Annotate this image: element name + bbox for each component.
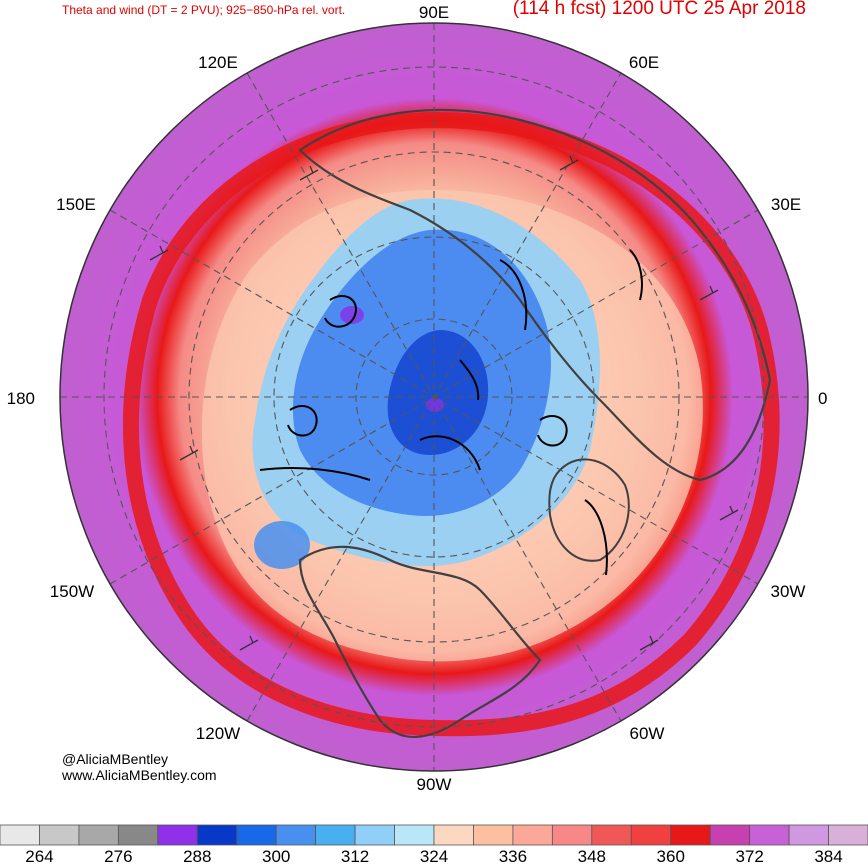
colorbar-swatch (591, 824, 632, 846)
warm-ring (123, 111, 780, 737)
longitude-label: 0 (818, 389, 827, 408)
colorbar-label: 288 (183, 847, 211, 865)
colorbar-swatch (433, 824, 474, 846)
colorbar-label: 324 (420, 847, 448, 865)
longitude-label: 150W (50, 582, 94, 601)
longitude-labels: 90E 60E 30E 0 30W 60W 90W 120W 150W 180 150E 120E (7, 3, 828, 794)
longitude-label: 60E (629, 53, 659, 72)
colorbar-swatch (630, 824, 672, 846)
colorbar-labels: 264 276 288 300 312 324 336 348 360 372 384 (25, 847, 842, 865)
map-boundary (59, 22, 809, 772)
eurasia-outline (298, 108, 772, 482)
colorbar-swatch (551, 824, 593, 846)
colorbar-label: 360 (657, 847, 685, 865)
colorbar-label: 312 (341, 847, 369, 865)
colorbar-swatch (275, 824, 317, 846)
theta-field (60, 23, 808, 771)
longitude-label: 30W (771, 582, 806, 601)
colorbar-swatch (117, 824, 159, 846)
longitude-label: 90W (417, 775, 452, 794)
colorbar-swatch (39, 824, 80, 846)
colorbar-label: 372 (735, 847, 763, 865)
colorbar-swatch (0, 824, 40, 846)
colorbar-swatch (157, 824, 198, 846)
colorbar-label: 276 (104, 847, 132, 865)
map-title-left: Theta and wind (DT = 2 PVU); 925−850-hPa… (62, 3, 346, 17)
vorticity-contours (259, 249, 643, 576)
wind-barbs (149, 155, 739, 651)
longitude-label: 30E (771, 195, 801, 214)
colorbar-label: 348 (578, 847, 606, 865)
credit-website: www.AliciaMBentley.com (62, 767, 217, 783)
colorbar-swatch (670, 824, 711, 846)
colorbar-swatch (749, 824, 790, 846)
colorbar: 264 276 288 300 312 324 336 348 360 372 384 (0, 824, 868, 865)
colorbar-label: 384 (814, 847, 842, 865)
colorbar-swatch (473, 824, 514, 846)
purple-pocket-2 (426, 398, 444, 412)
longitude-label: 120E (198, 53, 238, 72)
colorbar-swatch (828, 824, 868, 846)
map-title-right: (114 h fcst) 1200 UTC 25 Apr 2018 (512, 0, 806, 19)
colorbar-swatch (236, 824, 277, 846)
longitude-label: 150E (56, 195, 96, 214)
credit-handle: @AliciaMBentley (62, 751, 169, 767)
colorbar-label: 264 (25, 847, 53, 865)
longitude-label: 180 (7, 389, 35, 408)
longitude-label: 90E (419, 3, 449, 22)
graticule (60, 23, 808, 771)
cut-off-low (254, 521, 310, 569)
colorbar-swatch (315, 824, 356, 846)
longitude-label: 60W (630, 724, 665, 743)
colorbar-swatch (709, 824, 751, 846)
colorbar-swatch (512, 824, 553, 846)
colorbar-label: 300 (262, 847, 290, 865)
longitude-label: 120W (196, 724, 240, 743)
purple-pocket (340, 306, 364, 324)
colorbar-swatches (0, 824, 868, 846)
colorbar-label: 336 (499, 847, 527, 865)
colorbar-swatch (788, 824, 829, 846)
colorbar-swatch (354, 824, 395, 846)
colorbar-swatch (394, 824, 435, 846)
north-america-outline (298, 545, 542, 738)
polar-deep-core (387, 330, 489, 455)
colorbar-swatch (196, 824, 238, 846)
colorbar-swatch (78, 824, 119, 846)
greenland-outline (548, 458, 630, 562)
